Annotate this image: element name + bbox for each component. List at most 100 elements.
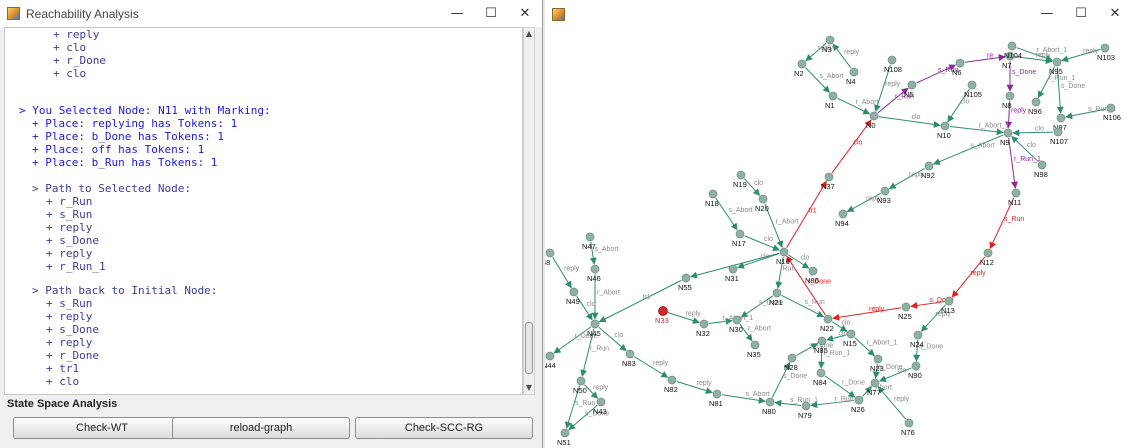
graph-node[interactable] <box>737 171 745 179</box>
graph-node[interactable] <box>766 398 774 406</box>
graph-node[interactable] <box>1038 161 1046 169</box>
graph-edge[interactable] <box>833 308 901 318</box>
graph-node[interactable] <box>659 307 668 316</box>
graph-node[interactable] <box>984 249 992 257</box>
graph-node[interactable] <box>847 330 855 338</box>
graph-node[interactable] <box>1006 92 1014 100</box>
graph-node[interactable] <box>905 419 913 427</box>
graph-node[interactable] <box>829 92 837 100</box>
graph-node[interactable] <box>668 376 676 384</box>
graph-node[interactable] <box>798 60 806 68</box>
graph-node[interactable] <box>1054 128 1062 136</box>
graph-node[interactable] <box>826 36 834 44</box>
graph-node[interactable] <box>855 396 863 404</box>
scroll-down-arrow-icon[interactable]: ▼ <box>524 382 534 394</box>
graph-node[interactable] <box>736 230 744 238</box>
graph-node[interactable] <box>586 233 594 241</box>
graph-node[interactable] <box>577 377 585 385</box>
graph-node[interactable] <box>839 210 847 218</box>
graph-node[interactable] <box>788 354 796 362</box>
graph-node[interactable] <box>941 122 949 130</box>
graph-edge[interactable] <box>879 117 940 126</box>
graph-edge[interactable] <box>787 181 827 247</box>
graph-node[interactable] <box>1053 58 1061 66</box>
vertical-scrollbar[interactable]: ▲ ▼ <box>523 27 535 395</box>
graph-node[interactable] <box>874 355 882 363</box>
right-titlebar[interactable]: — ☐ ✕ <box>545 0 1132 28</box>
scroll-up-arrow-icon[interactable]: ▲ <box>524 28 534 40</box>
graph-edge[interactable] <box>1013 132 1053 133</box>
graph-node[interactable] <box>818 337 826 345</box>
analysis-output-textarea[interactable]: + reply + clo + r_Done + clo > You Selec… <box>4 27 523 395</box>
graph-edge[interactable] <box>738 254 780 268</box>
node-label: N23 <box>870 364 884 373</box>
graph-edge[interactable] <box>833 44 851 68</box>
graph-node[interactable] <box>546 352 554 360</box>
graph-node[interactable] <box>871 379 879 387</box>
graph-node[interactable] <box>626 350 634 358</box>
graph-node[interactable] <box>751 341 759 349</box>
graph-node[interactable] <box>759 195 767 203</box>
graph-node[interactable] <box>713 390 721 398</box>
graph-node[interactable] <box>733 316 741 324</box>
close-button[interactable]: ✕ <box>1098 0 1132 27</box>
graph-node[interactable] <box>700 320 708 328</box>
graph-node[interactable] <box>902 303 910 311</box>
maximize-button[interactable]: ☐ <box>474 0 508 27</box>
maximize-button[interactable]: ☐ <box>1064 0 1098 27</box>
left-titlebar[interactable]: Reachability Analysis — ☐ ✕ <box>0 0 542 27</box>
graph-node[interactable] <box>968 81 976 89</box>
reload-graph-button[interactable]: reload-graph <box>172 417 350 439</box>
graph-node[interactable] <box>1101 44 1109 52</box>
graph-edge[interactable] <box>1009 138 1016 188</box>
edge-label: s_Run <box>805 299 825 306</box>
graph-node[interactable] <box>825 173 833 181</box>
graph-node[interactable] <box>591 265 599 273</box>
graph-node[interactable] <box>1032 98 1040 106</box>
graph-node[interactable] <box>1057 114 1065 122</box>
graph-node[interactable] <box>773 289 781 297</box>
minimize-button[interactable]: — <box>1030 0 1064 27</box>
graph-edge[interactable] <box>965 57 1005 63</box>
graph-node[interactable] <box>888 56 896 64</box>
graph-edge[interactable] <box>599 280 681 321</box>
graph-edge[interactable] <box>805 68 829 93</box>
graph-node[interactable] <box>561 429 569 437</box>
graph-node[interactable] <box>925 162 933 170</box>
graph-node[interactable] <box>591 320 599 328</box>
graph-node[interactable] <box>1012 189 1020 197</box>
graph-node[interactable] <box>870 112 878 120</box>
graph-node[interactable] <box>809 267 817 275</box>
graph-node[interactable] <box>914 331 922 339</box>
graph-node[interactable] <box>709 190 717 198</box>
graph-edge[interactable] <box>745 236 780 250</box>
graph-edge[interactable] <box>553 257 572 287</box>
graph-edge[interactable] <box>716 198 737 230</box>
graph-node[interactable] <box>1004 129 1012 137</box>
reachability-graph-canvas[interactable]: r_Aborts_Abortreplyreplyreplyr_Runs_Runr… <box>545 28 1132 448</box>
graph-node[interactable] <box>908 81 916 89</box>
graph-node[interactable] <box>850 68 858 76</box>
graph-node[interactable] <box>682 274 690 282</box>
graph-node[interactable] <box>912 362 920 370</box>
graph-node[interactable] <box>570 288 578 296</box>
graph-node[interactable] <box>597 398 605 406</box>
scroll-thumb[interactable] <box>525 322 533 374</box>
graph-node[interactable] <box>945 297 953 305</box>
check-wt-button[interactable]: Check-WT <box>13 417 191 439</box>
graph-node[interactable] <box>1107 104 1115 112</box>
graph-edge[interactable] <box>554 327 591 353</box>
graph-node[interactable] <box>817 369 825 377</box>
graph-node[interactable] <box>881 187 889 195</box>
graph-node[interactable] <box>956 59 964 67</box>
graph-edge[interactable] <box>878 387 906 419</box>
check-scc-rg-button[interactable]: Check-SCC-RG <box>355 417 533 439</box>
close-button[interactable]: ✕ <box>508 0 542 27</box>
minimize-button[interactable]: — <box>440 0 474 27</box>
graph-node[interactable] <box>824 315 832 323</box>
graph-node[interactable] <box>546 249 554 257</box>
graph-node[interactable] <box>780 248 788 256</box>
graph-node[interactable] <box>729 265 737 273</box>
graph-node[interactable] <box>802 402 810 410</box>
graph-node[interactable] <box>1008 42 1016 50</box>
